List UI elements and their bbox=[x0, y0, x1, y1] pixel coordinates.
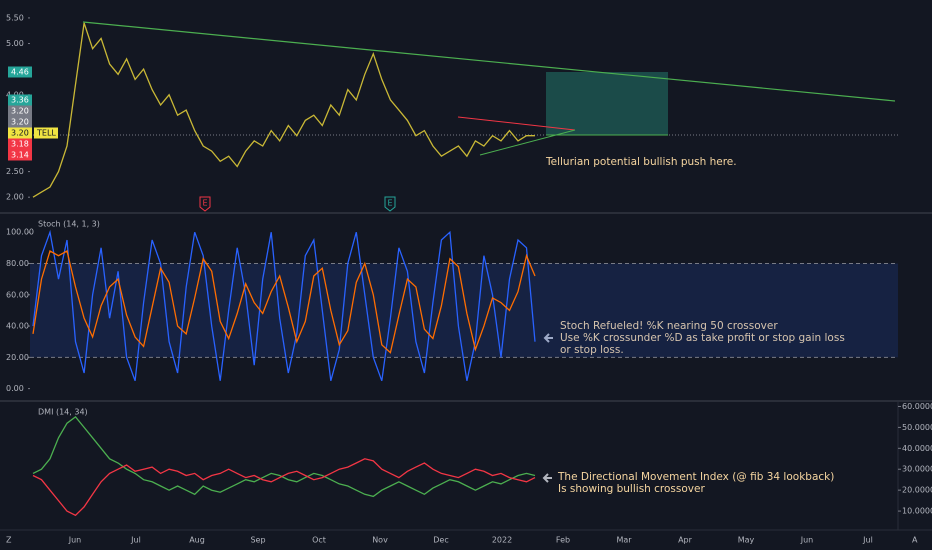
panel-title: DMI (14, 34) bbox=[38, 408, 88, 417]
x-tick-label: Sep bbox=[250, 536, 265, 545]
price-label-bg bbox=[8, 127, 32, 139]
x-tick-label: Jun bbox=[800, 536, 814, 545]
price-label: 3.18 bbox=[11, 140, 29, 149]
x-tick-label: Jun bbox=[68, 536, 82, 545]
series-line bbox=[32, 229, 536, 382]
annotation: or stop loss. bbox=[560, 344, 624, 356]
price-label: 3.20 bbox=[11, 129, 29, 138]
price-label-bg bbox=[8, 66, 32, 78]
event-label: E bbox=[387, 199, 392, 208]
x-tick-label: Jul bbox=[130, 536, 141, 545]
price-label-bg bbox=[8, 138, 32, 150]
x-tick-label: Nov bbox=[372, 536, 388, 545]
x-tick-label: Apr bbox=[678, 536, 693, 545]
x-tick-label: 2022 bbox=[492, 536, 512, 545]
price-label-bg bbox=[8, 105, 32, 117]
corner-label: Z bbox=[6, 536, 12, 545]
price-label: 3.20 bbox=[11, 118, 29, 127]
x-tick-label: Mar bbox=[616, 536, 632, 545]
band bbox=[30, 263, 898, 358]
y-tick-label: 2.50 bbox=[6, 167, 24, 176]
x-tick-label: Aug bbox=[189, 536, 205, 545]
arrow-icon bbox=[542, 473, 552, 483]
x-tick-label: Jul bbox=[862, 536, 873, 545]
y-tick-label: 10.0000 bbox=[902, 507, 932, 516]
y-tick-label: 60.0000 bbox=[902, 402, 932, 411]
y-tick-label: 40.0000 bbox=[902, 444, 932, 453]
event-marker bbox=[384, 196, 396, 212]
price-label-bg bbox=[8, 116, 32, 128]
price-label: 4.46 bbox=[11, 68, 29, 77]
annotation: The Directional Movement Index (@ fib 34… bbox=[557, 471, 834, 483]
y-tick-label: 100.00 bbox=[6, 228, 34, 237]
y-tick-label: 80.00 bbox=[6, 259, 29, 268]
x-tick-label: Dec bbox=[433, 536, 448, 545]
annotation: Use %K crossunder %D as take profit or s… bbox=[560, 332, 845, 344]
trend-line bbox=[82, 21, 896, 102]
series-line bbox=[32, 458, 536, 517]
price-label: 3.36 bbox=[11, 96, 29, 105]
symbol-label: TELL bbox=[36, 129, 56, 138]
x-tick-label: Oct bbox=[312, 536, 326, 545]
y-tick-label: 40.00 bbox=[6, 322, 29, 331]
event-marker bbox=[199, 196, 211, 212]
triangle-line bbox=[479, 129, 576, 156]
annotation: Stoch Refueled! %K nearing 50 crossover bbox=[560, 320, 778, 332]
target-box bbox=[546, 72, 668, 135]
y-tick-label: 30.0000 bbox=[902, 465, 932, 474]
symbol-bg bbox=[34, 127, 58, 139]
y-tick-label: 20.00 bbox=[6, 353, 29, 362]
x-tick-label: Feb bbox=[556, 536, 570, 545]
series-line bbox=[32, 250, 536, 354]
event-label: E bbox=[202, 199, 207, 208]
y-tick-label: 5.00 bbox=[6, 39, 24, 48]
series-line bbox=[32, 22, 535, 198]
price-label: 3.14 bbox=[11, 151, 29, 160]
x-tick-label: May bbox=[738, 536, 755, 545]
y-tick-label: 60.00 bbox=[6, 290, 29, 299]
y-tick-label: 5.50 bbox=[6, 13, 24, 22]
triangle-line bbox=[457, 116, 576, 131]
y-tick-label: 2.00 bbox=[6, 193, 24, 202]
panel-title: Stoch (14, 1, 3) bbox=[38, 220, 100, 229]
price-label: 3.20 bbox=[11, 107, 29, 116]
y-tick-label: 0.00 bbox=[6, 384, 24, 393]
y-tick-label: 20.0000 bbox=[902, 486, 932, 495]
price-label-bg bbox=[8, 94, 32, 106]
arrow-icon bbox=[543, 333, 553, 343]
price-label-bg bbox=[8, 149, 32, 161]
y-tick-label: 50.0000 bbox=[902, 423, 932, 432]
corner-label: A bbox=[912, 536, 918, 545]
annotation: Tellurian potential bullish push here. bbox=[545, 156, 737, 168]
series-line bbox=[32, 416, 536, 498]
annotation: Is showing bullish crossover bbox=[558, 483, 705, 495]
